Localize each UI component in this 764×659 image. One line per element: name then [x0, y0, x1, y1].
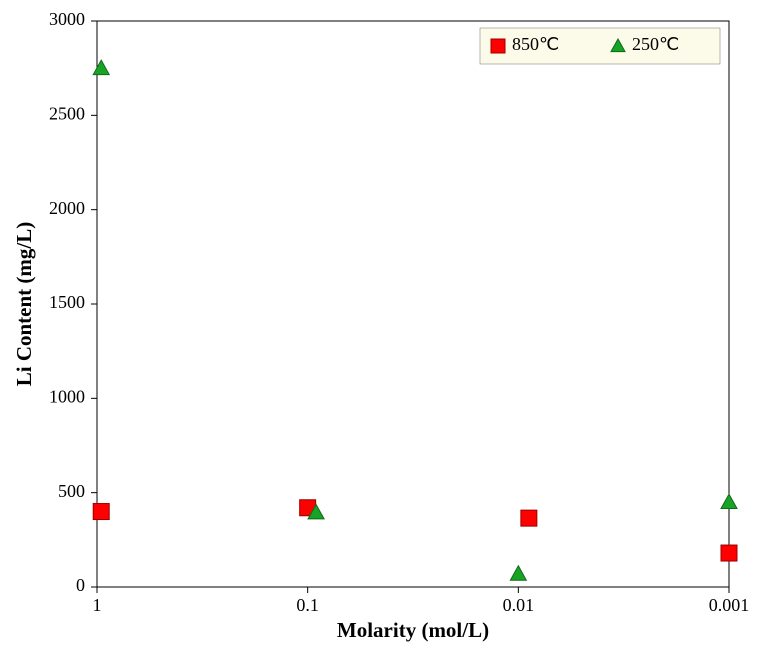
legend-label: 850℃: [512, 34, 559, 54]
y-axis-label: Li Content (mg/L): [12, 222, 36, 387]
y-tick-label: 2000: [49, 198, 85, 218]
y-tick-label: 1500: [49, 292, 85, 312]
chart-background: [0, 0, 764, 659]
data-point: [521, 510, 537, 526]
y-tick-label: 3000: [49, 9, 85, 29]
data-point: [93, 504, 109, 520]
y-tick-label: 2500: [49, 103, 85, 123]
legend-marker: [491, 39, 505, 53]
x-tick-label: 0.1: [296, 595, 319, 615]
data-point: [721, 545, 737, 561]
x-tick-label: 0.001: [709, 595, 750, 615]
y-tick-label: 500: [58, 481, 85, 501]
x-axis-label: Molarity (mol/L): [337, 618, 489, 642]
x-tick-label: 0.01: [503, 595, 535, 615]
legend-label: 250℃: [632, 34, 679, 54]
scatter-chart: 0 500 1000 1500 2000 2500 3000 1 0.1 0.01 0.001 Mol…: [0, 0, 764, 659]
y-tick-label: 0: [76, 575, 85, 595]
chart-container: 0 500 1000 1500 2000 2500 3000 1 0.1 0.01 0.001 Mol…: [0, 0, 764, 659]
legend: 850℃ 250℃: [480, 28, 720, 64]
x-tick-label: 1: [93, 595, 102, 615]
y-tick-label: 1000: [49, 386, 85, 406]
